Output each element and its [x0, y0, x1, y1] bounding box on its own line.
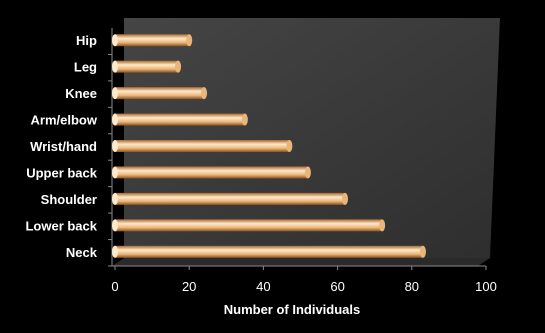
- bar-body: [115, 113, 245, 126]
- bar-start-cap: [112, 140, 118, 152]
- category-label: Hip: [76, 33, 97, 48]
- x-tick-label: 20: [182, 279, 196, 294]
- category-label: Leg: [74, 60, 97, 75]
- plot-floor: [112, 258, 490, 266]
- category-label: Lower back: [25, 218, 97, 233]
- bar-start-cap: [112, 166, 118, 179]
- x-tick-label: 80: [405, 279, 419, 294]
- bar-body: [115, 34, 190, 47]
- bar-end-cap: [175, 60, 182, 73]
- category-label: Wrist/hand: [30, 139, 97, 154]
- bar-start-cap: [112, 219, 118, 232]
- bar-arm-elbow: [112, 113, 248, 126]
- bar-end-cap: [201, 87, 208, 100]
- bar-body: [115, 140, 290, 152]
- bar-start-cap: [112, 34, 118, 47]
- category-label: Upper back: [26, 165, 98, 180]
- bar-start-cap: [112, 87, 118, 100]
- bar-body: [115, 219, 383, 232]
- x-tick-label: 100: [475, 279, 497, 294]
- bar-body: [115, 192, 346, 205]
- bar-start-cap: [112, 60, 118, 73]
- bar-knee: [112, 87, 208, 100]
- bar-end-cap: [342, 192, 349, 205]
- bar-start-cap: [112, 245, 118, 258]
- x-tick-label: 40: [256, 279, 270, 294]
- bar-shoulder: [112, 192, 349, 205]
- x-tick-label: 0: [111, 279, 118, 294]
- category-label: Shoulder: [41, 192, 97, 207]
- bar-end-cap: [241, 113, 248, 126]
- bar-body: [115, 87, 205, 100]
- bar-neck: [112, 245, 426, 258]
- bar-end-cap: [286, 140, 293, 152]
- bar-lower-back: [112, 219, 386, 232]
- bar-body: [115, 166, 308, 179]
- category-label: Arm/elbow: [31, 113, 98, 128]
- category-label: Knee: [65, 86, 97, 101]
- bar-end-cap: [419, 245, 426, 258]
- bar-body: [115, 245, 423, 258]
- bar-end-cap: [186, 34, 193, 47]
- bar-end-cap: [304, 166, 311, 179]
- bar-body: [115, 60, 179, 73]
- bar-start-cap: [112, 113, 118, 126]
- bar-hip: [112, 34, 193, 47]
- bar-leg: [112, 60, 182, 73]
- bar-upper-back: [112, 166, 311, 179]
- category-label: Neck: [66, 245, 98, 260]
- bar-wrist-hand: [112, 140, 293, 152]
- bar-end-cap: [379, 219, 386, 232]
- x-tick-label: 60: [330, 279, 344, 294]
- x-axis-title: Number of Individuals: [224, 302, 361, 317]
- bar-start-cap: [112, 192, 118, 205]
